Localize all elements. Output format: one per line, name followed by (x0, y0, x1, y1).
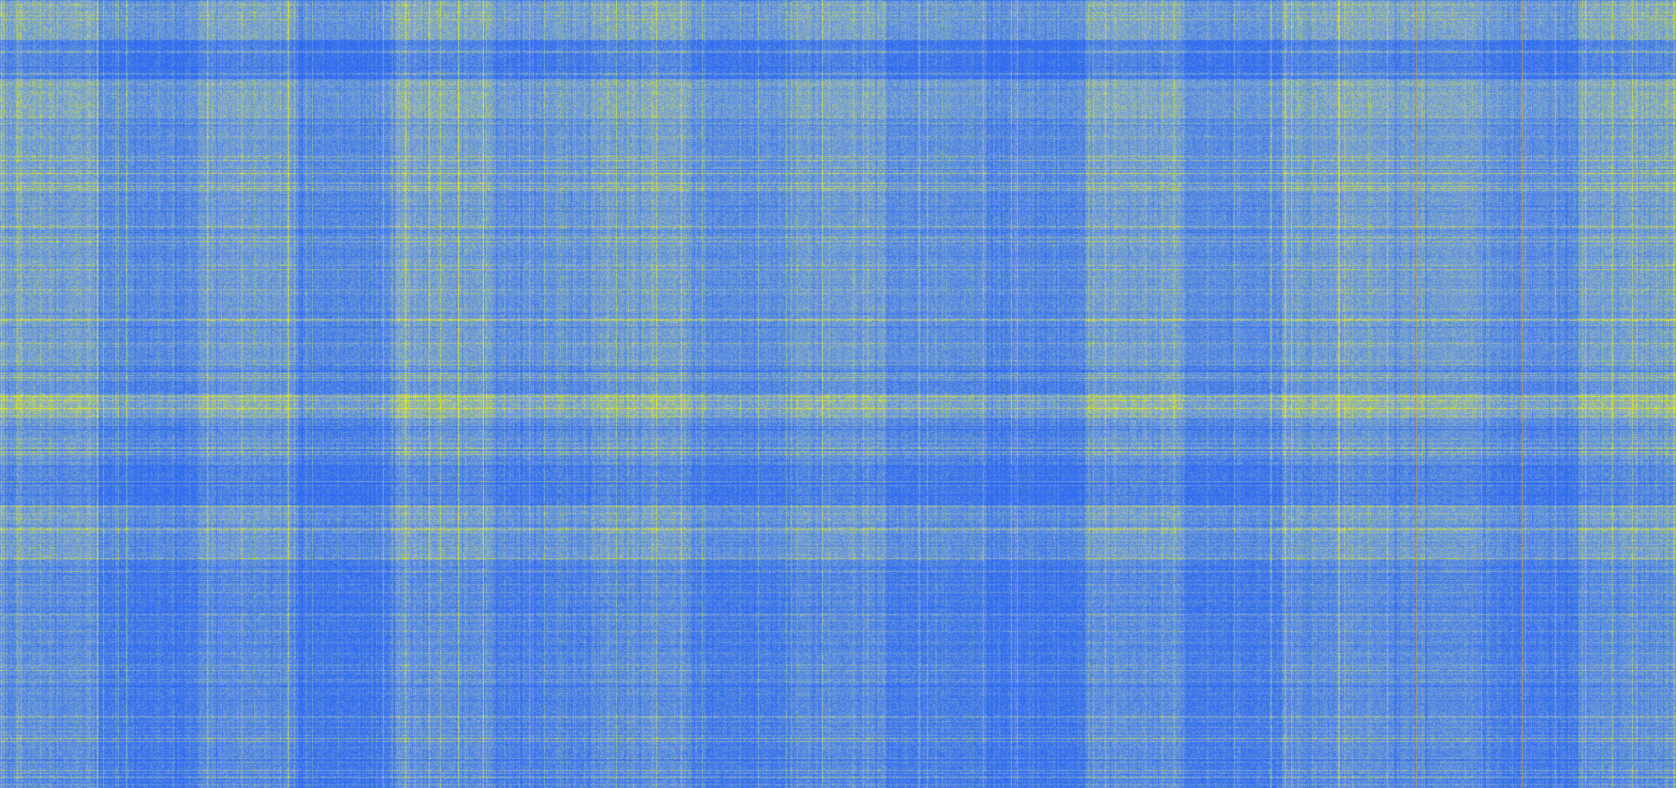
heatmap-plot-area (0, 0, 1676, 788)
heatmap-chart (0, 0, 1676, 788)
